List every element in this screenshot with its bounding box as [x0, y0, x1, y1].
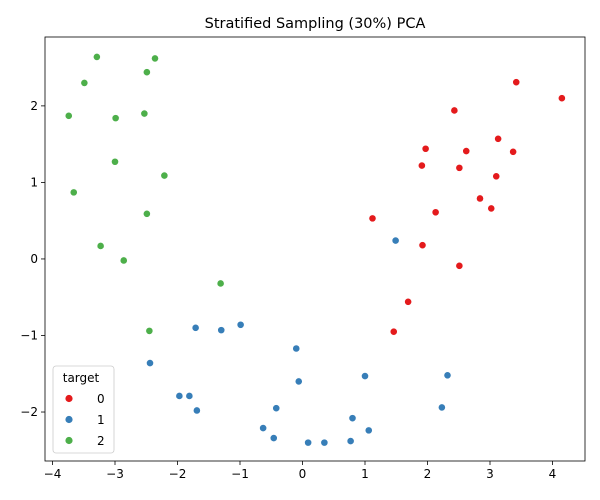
- legend-marker-1: [65, 415, 73, 424]
- data-point-target-1: [292, 344, 301, 353]
- x-tick-label: 1: [361, 467, 369, 481]
- data-point-target-0: [450, 106, 459, 115]
- legend-marker-2: [65, 436, 73, 445]
- data-point-target-2: [142, 68, 151, 77]
- data-point-target-2: [160, 171, 169, 180]
- data-point-target-0: [431, 208, 440, 217]
- data-point-target-2: [119, 256, 128, 265]
- data-point-target-2: [151, 54, 159, 63]
- data-point-target-1: [346, 437, 355, 446]
- x-tick-label: 3: [486, 467, 494, 481]
- x-tick-label: 0: [299, 467, 307, 481]
- data-point-target-1: [294, 377, 303, 386]
- data-point-target-0: [557, 94, 566, 103]
- data-point-target-0: [389, 327, 398, 336]
- x-tick-label: 4: [549, 467, 557, 481]
- x-tick-label: −3: [106, 467, 124, 481]
- data-point-target-1: [320, 438, 329, 447]
- data-point-target-1: [236, 320, 245, 329]
- data-point-target-1: [175, 392, 184, 400]
- data-point-target-0: [455, 261, 464, 270]
- data-point-target-2: [80, 79, 89, 87]
- y-tick-label: 1: [30, 175, 38, 189]
- data-point-target-2: [111, 114, 120, 123]
- data-point-target-2: [216, 279, 225, 288]
- data-point-target-2: [111, 157, 119, 166]
- x-tick-label: 2: [424, 467, 432, 481]
- data-point-target-2: [64, 111, 73, 120]
- data-point-target-2: [96, 242, 105, 250]
- data-point-target-1: [192, 406, 201, 415]
- data-point-target-1: [437, 403, 446, 412]
- chart-title: Stratified Sampling (30%) PCA: [205, 16, 426, 32]
- y-tick-label: 2: [30, 99, 38, 113]
- data-point-target-1: [364, 426, 373, 435]
- data-point-target-0: [417, 161, 426, 170]
- data-point-target-1: [443, 371, 452, 380]
- data-points: [64, 52, 566, 447]
- data-point-target-0: [487, 204, 496, 213]
- y-tick-label: −2: [20, 405, 38, 419]
- data-point-target-0: [455, 163, 464, 172]
- data-point-target-0: [509, 147, 518, 156]
- data-point-target-2: [69, 188, 78, 197]
- data-point-target-2: [145, 326, 154, 335]
- data-point-target-0: [368, 214, 377, 223]
- data-point-target-1: [146, 359, 154, 367]
- y-tick-label: 0: [30, 252, 38, 266]
- data-point-target-1: [272, 404, 281, 413]
- legend-label-2: 2: [97, 434, 105, 448]
- legend: target 0 1 2: [52, 365, 115, 454]
- data-point-target-1: [391, 236, 400, 245]
- data-point-target-1: [259, 424, 268, 432]
- data-point-target-2: [142, 209, 151, 218]
- legend-title: target: [63, 371, 100, 385]
- data-point-target-0: [404, 297, 413, 306]
- data-point-target-0: [492, 172, 501, 181]
- data-point-target-0: [512, 78, 521, 87]
- legend-label-1: 1: [97, 413, 105, 427]
- data-point-target-1: [217, 326, 226, 335]
- x-tick-label: −4: [44, 467, 62, 481]
- data-point-target-1: [185, 392, 194, 400]
- data-point-target-2: [92, 52, 101, 61]
- data-point-target-0: [494, 134, 503, 143]
- data-point-target-0: [462, 147, 471, 155]
- legend-marker-0: [65, 394, 73, 403]
- x-tick-label: −1: [231, 467, 249, 481]
- data-point-target-0: [418, 241, 427, 250]
- legend-box: [52, 365, 115, 454]
- data-point-target-1: [304, 438, 313, 447]
- data-point-target-1: [361, 372, 369, 380]
- plot-area-frame: [44, 36, 586, 462]
- data-point-target-1: [191, 323, 200, 332]
- y-tick-label: −1: [20, 328, 38, 342]
- x-tick-label: −2: [169, 467, 187, 481]
- data-point-target-1: [348, 414, 357, 423]
- data-point-target-2: [140, 109, 149, 118]
- legend-label-0: 0: [97, 392, 105, 406]
- data-point-target-1: [269, 434, 278, 442]
- data-point-target-0: [421, 144, 430, 153]
- data-point-target-0: [476, 194, 484, 203]
- axis-ticks: −4 −3 −2 −1 0 1 2 3 4 −2 −1 0 1 2: [20, 99, 556, 481]
